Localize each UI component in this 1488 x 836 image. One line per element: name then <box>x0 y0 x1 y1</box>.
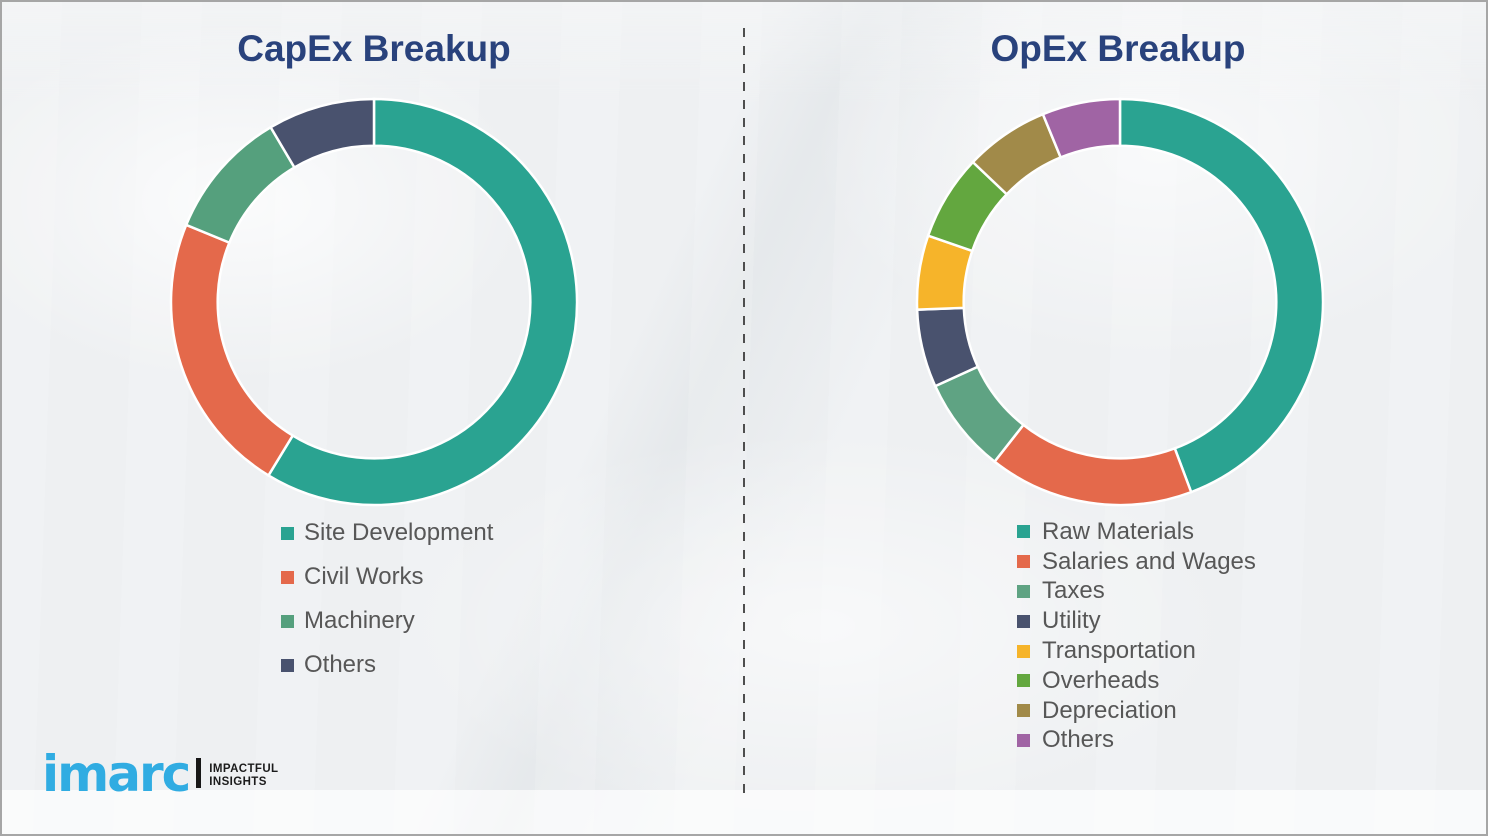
site-development-legend-label: Site Development <box>304 519 494 546</box>
overheads-legend-swatch <box>1017 674 1030 688</box>
imarc-logo: imarc IMPACTFUL INSIGHTS <box>42 735 278 803</box>
legend-item-machinery: Machinery <box>281 599 493 643</box>
legend-item-utility: Utility <box>1017 606 1256 636</box>
salaries-and-wages-legend-label: Salaries and Wages <box>1042 547 1256 575</box>
salaries-and-wages-legend-swatch <box>1017 555 1030 569</box>
overheads-legend-label: Overheads <box>1042 666 1160 694</box>
legend-item-others: Others <box>1017 726 1256 756</box>
depreciation-legend-swatch <box>1017 704 1030 718</box>
others-legend-swatch <box>281 658 294 672</box>
legend-item-site-development: Site Development <box>281 511 493 555</box>
dashed-divider-line <box>743 28 745 794</box>
machinery-legend-swatch <box>281 614 294 628</box>
legend-item-transportation: Transportation <box>1017 636 1256 666</box>
site-development-legend-swatch <box>281 526 294 540</box>
salaries-and-wages-segment <box>992 423 1193 507</box>
utility-legend-label: Utility <box>1042 607 1101 635</box>
raw-materials-segment <box>1118 97 1325 494</box>
others-segment <box>1041 97 1122 160</box>
machinery-legend-label: Machinery <box>304 607 415 634</box>
transportation-legend-label: Transportation <box>1042 637 1196 665</box>
legend-item-others: Others <box>281 643 493 687</box>
civil-works-segment <box>169 223 295 478</box>
others-legend-label: Others <box>1042 726 1115 754</box>
transportation-legend-swatch <box>1017 644 1030 658</box>
legend-item-overheads: Overheads <box>1017 666 1256 696</box>
imarc-tagline-line2: INSIGHTS <box>209 776 267 788</box>
civil-works-legend-label: Civil Works <box>304 563 424 590</box>
depreciation-legend-label: Depreciation <box>1042 696 1177 724</box>
opex-chart-title: OpEx Breakup <box>990 28 1246 69</box>
machinery-segment <box>184 125 297 245</box>
opex-legend: Raw Materials Salaries and Wages Taxes Util… <box>1017 517 1256 755</box>
capex-legend: Site Development Civil Works Machinery Othe… <box>281 511 493 687</box>
site-development-segment <box>266 97 579 507</box>
others-legend-swatch <box>1017 733 1030 747</box>
legend-item-raw-materials: Raw Materials <box>1017 517 1256 547</box>
others-legend-label: Others <box>304 651 377 678</box>
raw-materials-legend-swatch <box>1017 525 1030 539</box>
civil-works-legend-swatch <box>281 570 294 584</box>
raw-materials-legend-label: Raw Materials <box>1042 517 1195 545</box>
legend-item-taxes: Taxes <box>1017 577 1256 607</box>
taxes-legend-label: Taxes <box>1042 577 1105 605</box>
opex-donut-chart <box>915 97 1325 507</box>
imarc-tagline-line1: IMPACTFUL <box>209 763 279 775</box>
capex-donut-chart <box>169 97 579 507</box>
imarc-logo-tagline: IMPACTFUL INSIGHTS <box>209 763 278 789</box>
legend-item-civil-works: Civil Works <box>281 555 493 599</box>
bottom-light-strip <box>2 790 1486 834</box>
capex-chart-title: CapEx Breakup <box>237 28 511 69</box>
taxes-legend-swatch <box>1017 584 1030 598</box>
legend-item-depreciation: Depreciation <box>1017 696 1256 726</box>
imarc-logo-separator-bar <box>196 758 202 788</box>
utility-legend-swatch <box>1017 614 1030 628</box>
legend-item-salaries-and-wages: Salaries and Wages <box>1017 547 1256 577</box>
others-segment <box>268 97 376 170</box>
imarc-logo-wordmark: imarc <box>42 745 191 803</box>
